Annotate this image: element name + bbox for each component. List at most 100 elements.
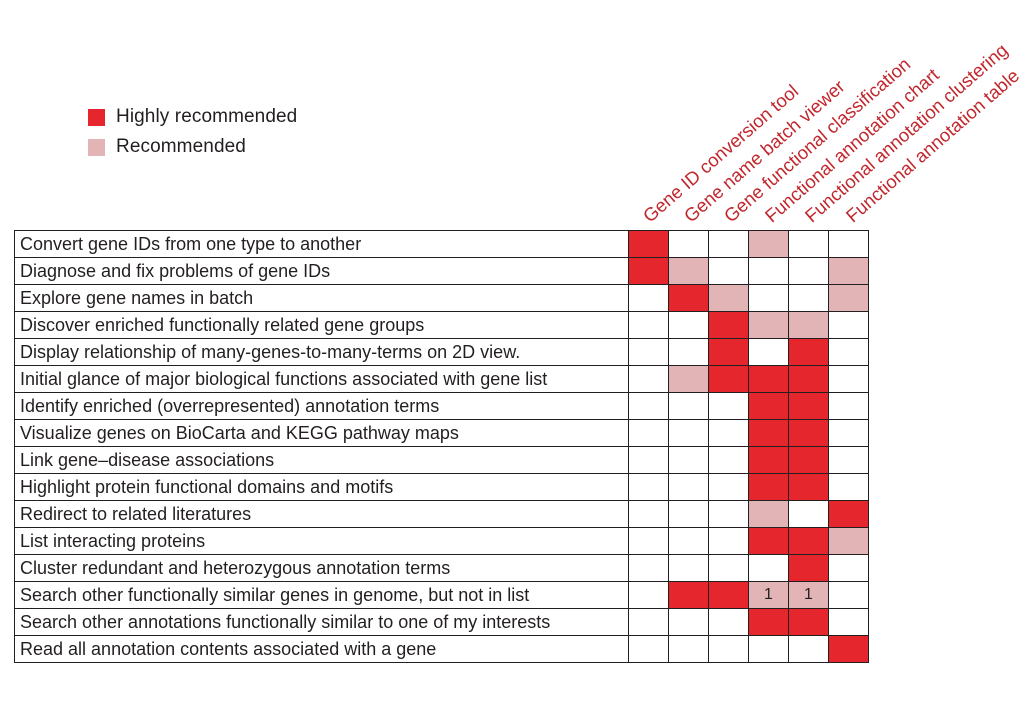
matrix-cell [788, 257, 829, 285]
matrix-cell [748, 527, 789, 555]
task-label: Read all annotation contents associated … [14, 635, 629, 663]
legend-item-highly: Highly recommended [88, 102, 297, 132]
matrix-cell [668, 392, 709, 420]
matrix-cell [708, 554, 749, 582]
matrix-cell [668, 365, 709, 393]
task-label: Identify enriched (overrepresented) anno… [14, 392, 629, 420]
task-label: Explore gene names in batch [14, 284, 629, 312]
matrix-cell [708, 446, 749, 474]
matrix-cell [828, 635, 869, 663]
table-row: Diagnose and fix problems of gene IDs [14, 257, 869, 285]
matrix-cell [748, 230, 789, 258]
matrix-cell [628, 473, 669, 501]
legend-label: Highly recommended [116, 106, 298, 127]
matrix-cell [748, 311, 789, 339]
table-row: Convert gene IDs from one type to anothe… [14, 230, 869, 258]
matrix-cell [828, 230, 869, 258]
matrix-cell [708, 473, 749, 501]
table-row: Search other functionally similar genes … [14, 581, 869, 609]
matrix-cell [628, 500, 669, 528]
matrix-cell [628, 554, 669, 582]
matrix-cell [828, 284, 869, 312]
matrix-cell [788, 392, 829, 420]
matrix-cell [748, 365, 789, 393]
matrix-cell [748, 500, 789, 528]
matrix-cell [668, 635, 709, 663]
matrix-cell [708, 311, 749, 339]
matrix-cell [748, 446, 789, 474]
task-label: Diagnose and fix problems of gene IDs [14, 257, 629, 285]
legend-item-recommended: Recommended [88, 132, 297, 162]
matrix-cell [788, 608, 829, 636]
matrix-cell [628, 311, 669, 339]
legend-swatch-recommended [88, 138, 105, 156]
table-row: Initial glance of major biological funct… [14, 365, 869, 393]
matrix-cell [668, 554, 709, 582]
matrix-cell [828, 446, 869, 474]
matrix-cell [668, 446, 709, 474]
matrix-cell [748, 473, 789, 501]
matrix-cell [828, 392, 869, 420]
task-label: Discover enriched functionally related g… [14, 311, 629, 339]
matrix-cell [628, 338, 669, 366]
table-row: Identify enriched (overrepresented) anno… [14, 392, 869, 420]
matrix-cell [828, 581, 869, 609]
matrix-cell [708, 635, 749, 663]
matrix-cell [828, 608, 869, 636]
matrix-cell [628, 608, 669, 636]
matrix-cell [748, 284, 789, 312]
matrix-cell [668, 473, 709, 501]
matrix-cell [708, 527, 749, 555]
matrix-cell [708, 392, 749, 420]
matrix-cell [828, 473, 869, 501]
table-row: Explore gene names in batch [14, 284, 869, 312]
legend: Highly recommended Recommended [88, 102, 297, 162]
task-label: Redirect to related literatures [14, 500, 629, 528]
task-label: Search other functionally similar genes … [14, 581, 629, 609]
matrix-cell [628, 392, 669, 420]
matrix-cell [668, 581, 709, 609]
matrix-cell [628, 419, 669, 447]
matrix-cell [628, 635, 669, 663]
matrix-cell [628, 230, 669, 258]
matrix-cell [628, 446, 669, 474]
matrix-cell [788, 230, 829, 258]
matrix-cell [788, 527, 829, 555]
matrix-cell [828, 527, 869, 555]
matrix-cell [708, 230, 749, 258]
task-label: Initial glance of major biological funct… [14, 365, 629, 393]
matrix-cell [828, 338, 869, 366]
matrix-cell [708, 338, 749, 366]
table-row: Cluster redundant and heterozygous annot… [14, 554, 869, 582]
table-row: Highlight protein functional domains and… [14, 473, 869, 501]
matrix-cell [628, 365, 669, 393]
task-label: List interacting proteins [14, 527, 629, 555]
matrix-cell [828, 554, 869, 582]
matrix-cell [748, 554, 789, 582]
matrix-cell [668, 311, 709, 339]
matrix-cell [748, 338, 789, 366]
task-label: Cluster redundant and heterozygous annot… [14, 554, 629, 582]
matrix-cell [788, 446, 829, 474]
matrix-cell [708, 581, 749, 609]
matrix-cell [668, 527, 709, 555]
matrix-cell [668, 338, 709, 366]
table-row: Redirect to related literatures [14, 500, 869, 528]
matrix-cell [628, 257, 669, 285]
matrix-cell [668, 608, 709, 636]
matrix-cell [708, 500, 749, 528]
task-label: Link gene–disease associations [14, 446, 629, 474]
matrix-cell [828, 257, 869, 285]
matrix-cell [748, 635, 789, 663]
matrix-cell [668, 230, 709, 258]
matrix-cell [668, 257, 709, 285]
matrix-cell: 1 [748, 581, 789, 609]
table-row: Link gene–disease associations [14, 446, 869, 474]
matrix-cell [708, 608, 749, 636]
matrix-cell [668, 284, 709, 312]
matrix-cell: 1 [788, 581, 829, 609]
matrix-cell [788, 500, 829, 528]
task-label: Search other annotations functionally si… [14, 608, 629, 636]
matrix-cell [628, 581, 669, 609]
task-label: Visualize genes on BioCarta and KEGG pat… [14, 419, 629, 447]
